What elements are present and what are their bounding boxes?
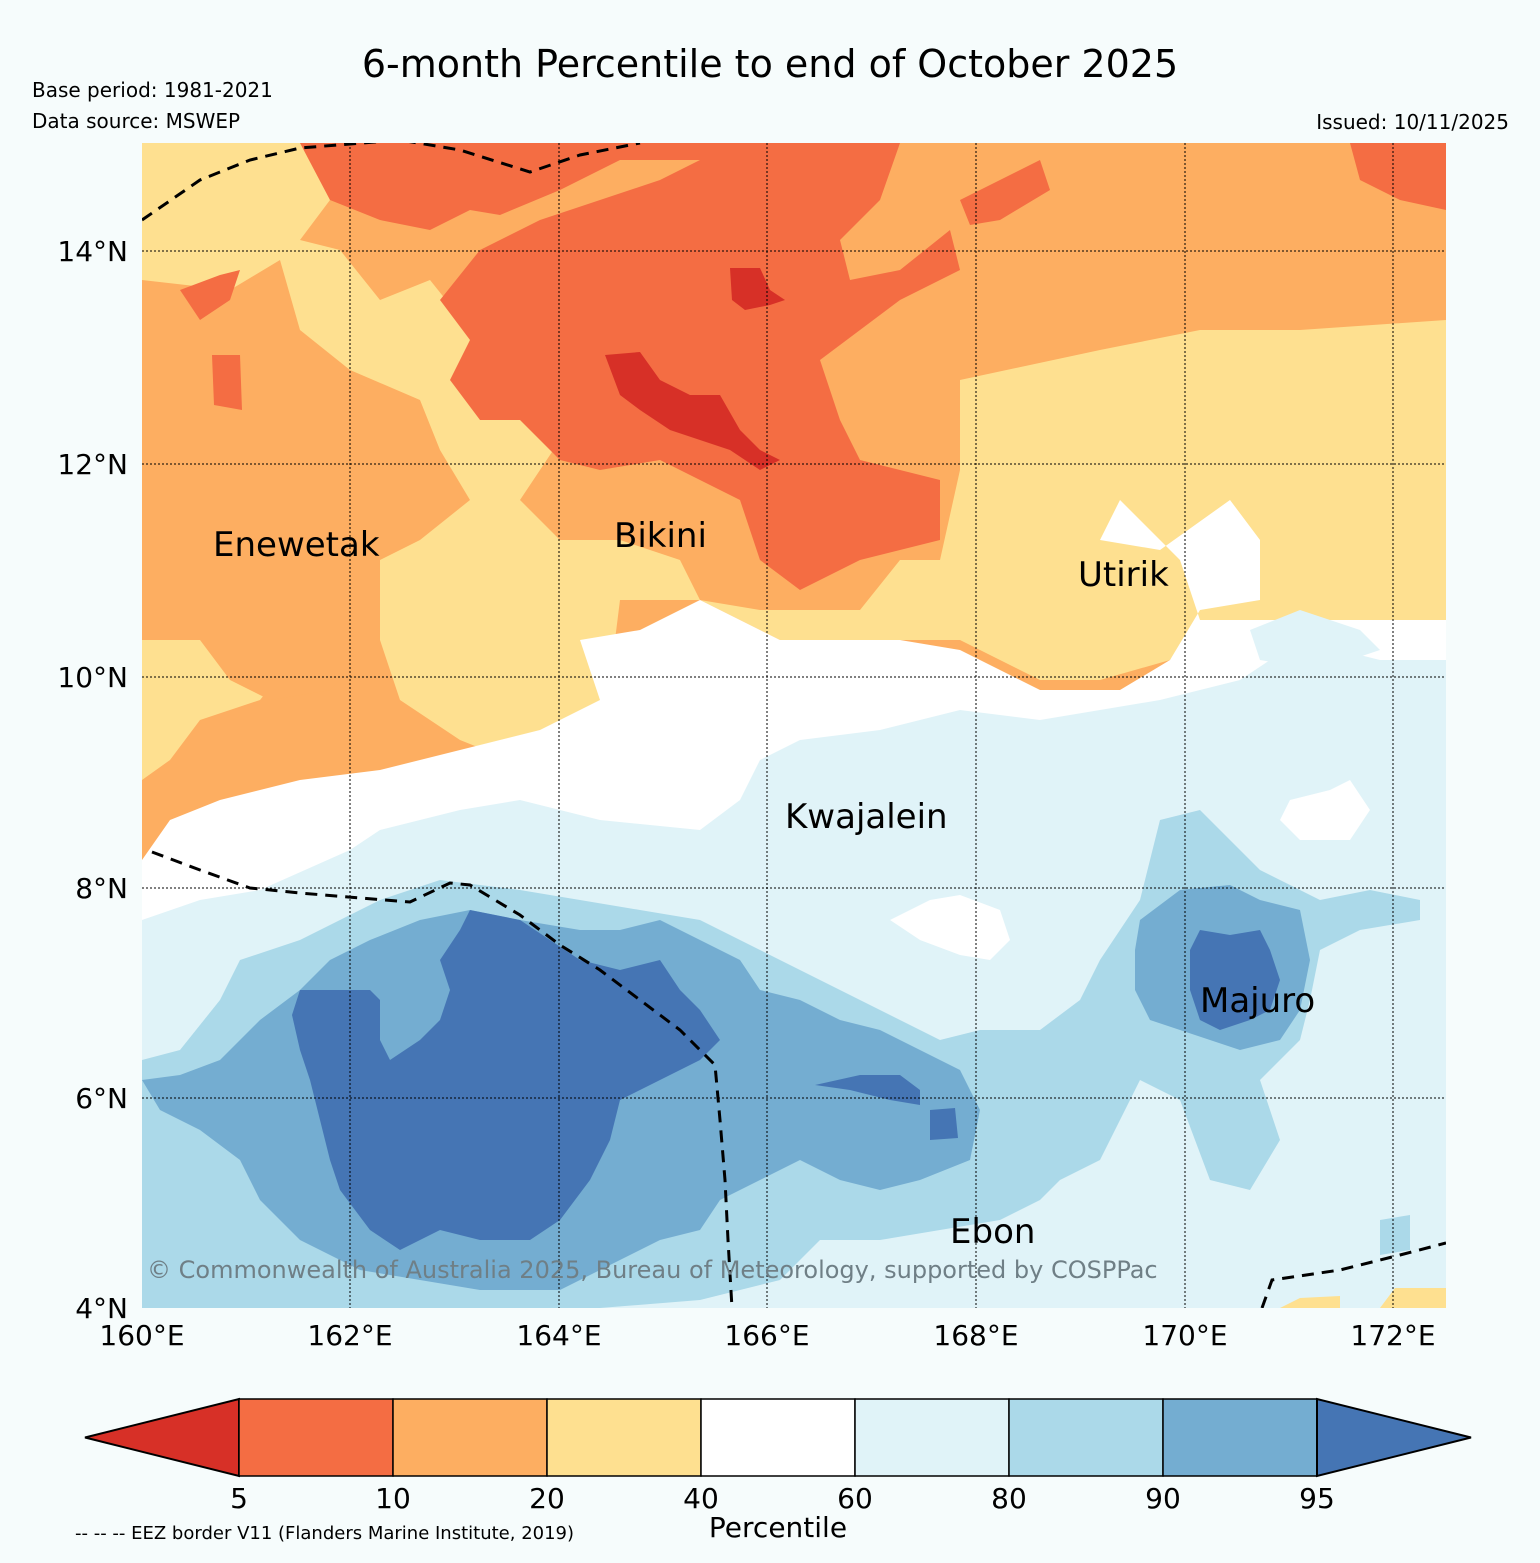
place-utirik: Utirik xyxy=(1078,555,1169,595)
lat-label-6n: 6°N xyxy=(75,1082,128,1115)
lon-label-164e: 164°E xyxy=(516,1319,601,1352)
colorbar-tick-5: 5 xyxy=(230,1482,248,1515)
band-below-5-n xyxy=(730,268,785,310)
place-majuro: Majuro xyxy=(1200,981,1315,1021)
pocket-40-60-e xyxy=(1280,780,1370,840)
eez-border xyxy=(142,143,1446,1308)
band-60-80-ne xyxy=(1250,610,1380,670)
lon-label-160e: 160°E xyxy=(99,1319,184,1352)
data-source: Data source: MSWEP xyxy=(32,109,241,133)
band-5-10-ne xyxy=(1350,143,1446,210)
place-kwajalein: Kwajalein xyxy=(785,797,948,837)
colorbar-tick-20: 20 xyxy=(529,1482,565,1515)
band-20-40-se xyxy=(1280,1296,1340,1308)
band-20-40-se2 xyxy=(1380,1288,1446,1308)
colorbar-tick-10: 10 xyxy=(375,1482,411,1515)
colorbar xyxy=(84,1397,1472,1478)
colorbar-segment xyxy=(700,1398,856,1477)
lon-label-170e: 170°E xyxy=(1142,1319,1227,1352)
lon-label-168e: 168°E xyxy=(933,1319,1018,1352)
gridlines xyxy=(142,143,1446,1308)
band-above-95-c2 xyxy=(930,1108,958,1140)
lon-label-172e: 172°E xyxy=(1350,1319,1435,1352)
colorbar-tick-40: 40 xyxy=(683,1482,719,1515)
band-5-10-n xyxy=(960,160,1050,225)
colorbar-segment xyxy=(238,1398,394,1477)
colorbar-segment xyxy=(546,1398,702,1477)
percentile-field xyxy=(142,143,1446,1308)
colorbar-title: Percentile xyxy=(708,1511,848,1544)
band-above-95-majuro xyxy=(1190,930,1280,1030)
colorbar-extend-high xyxy=(1316,1397,1472,1478)
lat-label-14n: 14°N xyxy=(57,235,128,268)
place-ebon: Ebon xyxy=(950,1212,1035,1252)
colorbar-segment xyxy=(392,1398,548,1477)
base-period: Base period: 1981-2021 xyxy=(32,78,273,102)
lat-label-8n: 8°N xyxy=(75,872,128,905)
band-below-5 xyxy=(605,352,780,470)
lon-label-162e: 162°E xyxy=(307,1319,392,1352)
colorbar-extend-low xyxy=(84,1397,240,1478)
colorbar-tick-80: 80 xyxy=(991,1482,1027,1515)
place-enewetak: Enewetak xyxy=(213,525,380,565)
colorbar-tick-90: 90 xyxy=(1145,1482,1181,1515)
band-5-10-w xyxy=(180,270,240,320)
colorbar-segment xyxy=(1008,1398,1164,1477)
colorbar-segment xyxy=(854,1398,1010,1477)
pocket-40-60 xyxy=(890,895,1010,960)
band-20-40-corner xyxy=(142,143,300,230)
colorbar-tick-60: 60 xyxy=(837,1482,873,1515)
lat-label-12n: 12°N xyxy=(57,448,128,481)
band-20-40 xyxy=(142,143,1446,780)
lon-label-166e: 166°E xyxy=(724,1319,809,1352)
lat-label-10n: 10°N xyxy=(57,661,128,694)
colorbar-segment xyxy=(1162,1398,1318,1477)
issued-date: Issued: 10/11/2025 xyxy=(1316,110,1509,134)
band-above-95-c xyxy=(815,1075,920,1105)
band-80-90-se xyxy=(1380,1215,1410,1255)
lat-label-4n: 4°N xyxy=(75,1292,128,1325)
place-bikini: Bikini xyxy=(614,516,707,556)
band-above-95 xyxy=(292,910,720,1250)
eez-legend-note: -- -- -- EEZ border V11 (Flanders Marine… xyxy=(75,1523,575,1544)
band-5-10-w2 xyxy=(212,355,242,410)
colorbar-tick-95: 95 xyxy=(1299,1482,1335,1515)
page-title: 6-month Percentile to end of October 202… xyxy=(361,42,1179,86)
copyright-notice: © Commonwealth of Australia 2025, Bureau… xyxy=(147,1256,1158,1284)
